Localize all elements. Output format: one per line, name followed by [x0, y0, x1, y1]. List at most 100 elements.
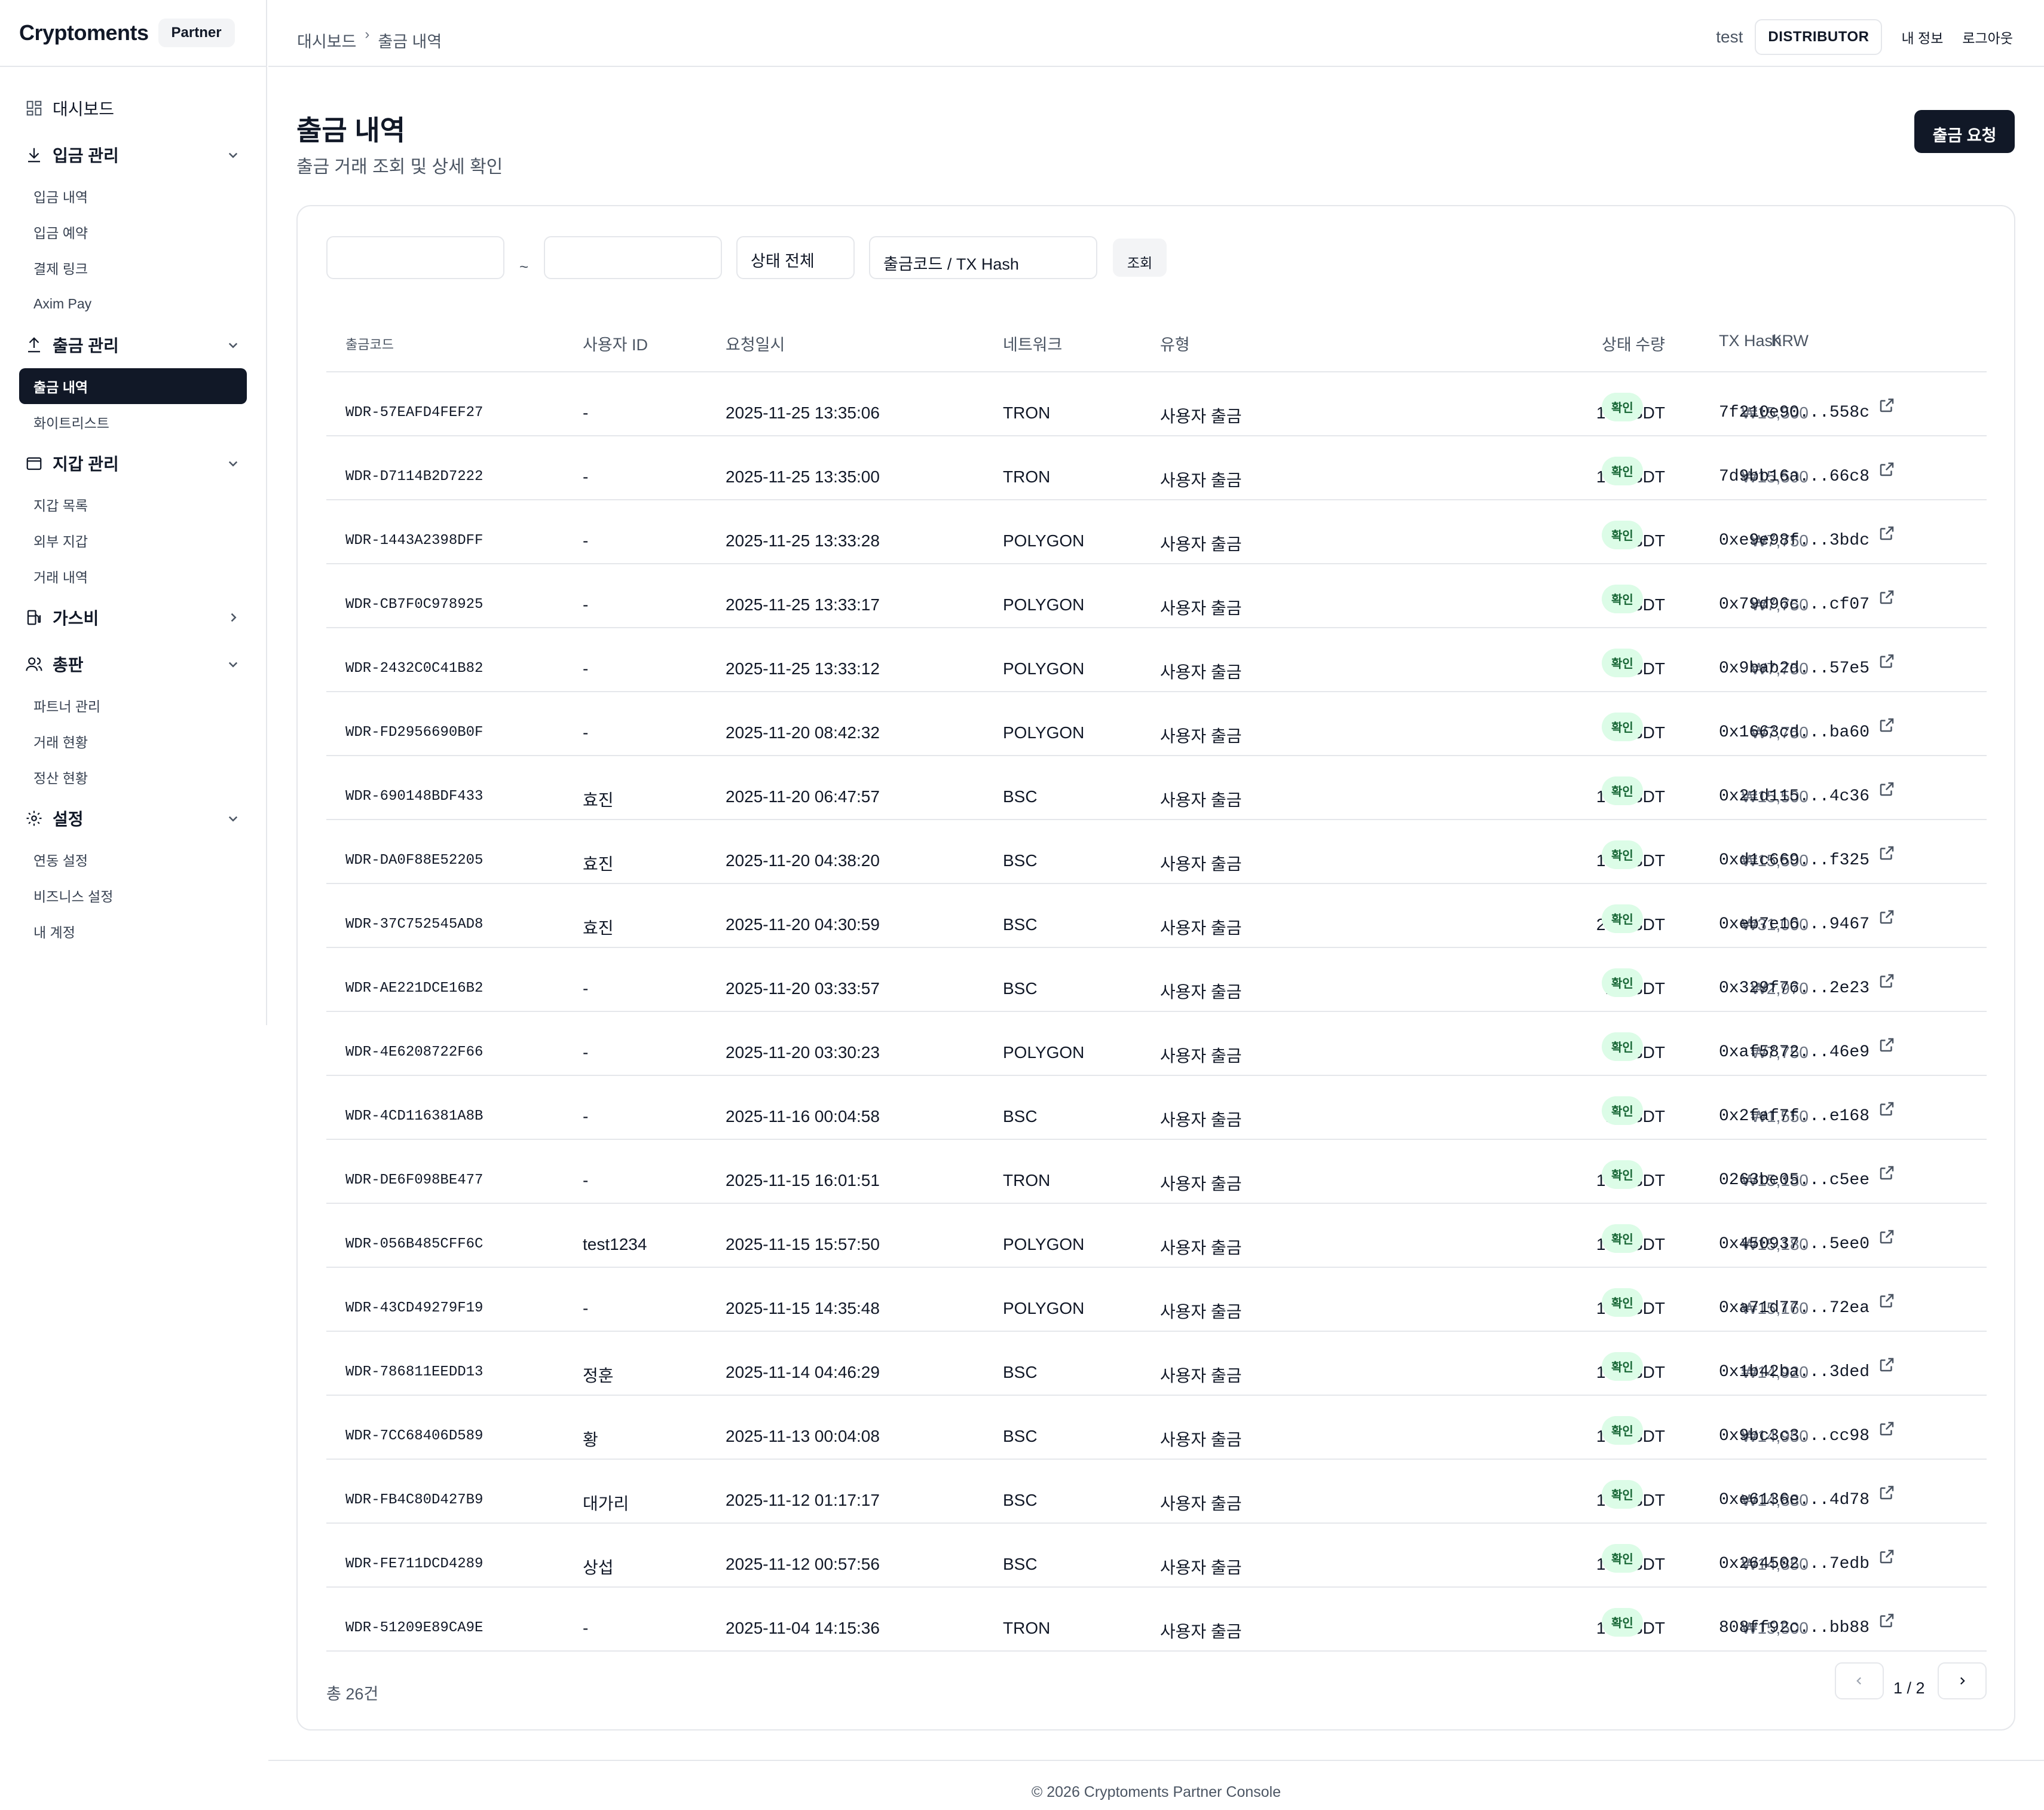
tx-hash: 0x9bab2d...57e5	[1719, 659, 1870, 678]
sidebar-item-my-account[interactable]: 내 계정	[33, 925, 75, 940]
sidebar-group-wallet[interactable]: 지갑 관리	[0, 440, 266, 487]
external-link-icon[interactable]	[1878, 1164, 1896, 1182]
network: POLYGON	[1003, 659, 1085, 678]
table-row[interactable]: WDR-690148BDF433 효진 2025-11-20 06:47:57 BSC…	[326, 756, 1987, 820]
sidebar-item-external-wallet[interactable]: 외부 지갑	[33, 534, 88, 549]
table-row[interactable]: WDR-056B485CFF6C test1234 2025-11-15 15:57…	[326, 1204, 1987, 1268]
table-row[interactable]: WDR-57EAFD4FEF27 - 2025-11-25 13:35:06 TRON…	[326, 372, 1987, 436]
network: TRON	[1003, 467, 1051, 486]
external-link-icon[interactable]	[1878, 972, 1896, 990]
request-datetime: 2025-11-04 14:15:36	[726, 1619, 880, 1637]
network: TRON	[1003, 403, 1051, 422]
sidebar-item-business-settings[interactable]: 비즈니스 설정	[33, 889, 114, 904]
prev-page-button[interactable]	[1835, 1662, 1884, 1699]
sidebar-group-settings[interactable]: 설정	[0, 795, 266, 842]
table-row[interactable]: WDR-7CC68406D589 황 2025-11-13 00:04:08 BSC 사…	[326, 1396, 1987, 1460]
start-date-input[interactable]	[326, 236, 504, 279]
table-row[interactable]: WDR-51209E89CA9E - 2025-11-04 14:15:36 TRON…	[326, 1588, 1987, 1652]
table-row[interactable]: WDR-FD2956690B0F - 2025-11-20 08:42:32 POLY…	[326, 692, 1987, 756]
sidebar-item-withdraw-history[interactable]: 출금 내역	[19, 368, 247, 404]
sidebar-group-gas[interactable]: 가스비	[0, 594, 266, 641]
table-row[interactable]: WDR-FE711DCD4289 상섭 2025-11-12 00:57:56 BSC…	[326, 1524, 1987, 1588]
external-link-icon[interactable]	[1878, 1100, 1896, 1118]
tx-hash: 0xeb7e16...9467	[1719, 915, 1870, 934]
table-row[interactable]: WDR-1443A2398DFF - 2025-11-25 13:33:28 POLY…	[326, 500, 1987, 564]
external-link-icon[interactable]	[1878, 1420, 1896, 1438]
chevron-right-icon: ›	[365, 26, 370, 42]
sidebar-item-settlement-status[interactable]: 정산 현황	[33, 771, 88, 786]
user-id: -	[583, 1619, 589, 1637]
sidebar-item-partner-management[interactable]: 파트너 관리	[33, 699, 101, 714]
breadcrumb-dashboard[interactable]: 대시보드	[297, 33, 357, 51]
table-row[interactable]: WDR-4E6208722F66 - 2025-11-20 03:30:23 POLY…	[326, 1012, 1987, 1076]
next-page-button[interactable]	[1938, 1662, 1987, 1699]
external-link-icon[interactable]	[1878, 844, 1896, 862]
withdraw-request-button[interactable]: 출금 요청	[1914, 110, 2015, 153]
table-row[interactable]: WDR-786811EEDD13 정훈 2025-11-14 04:46:29 BSC…	[326, 1332, 1987, 1396]
external-link-icon[interactable]	[1878, 652, 1896, 670]
table-row[interactable]: WDR-FB4C80D427B9 대가리 2025-11-12 01:17:17 BS…	[326, 1460, 1987, 1524]
brand: Cryptoments Partner	[0, 0, 266, 67]
sidebar-group-withdraw[interactable]: 출금 관리	[0, 322, 266, 368]
end-date-input[interactable]	[544, 236, 722, 279]
external-link-icon[interactable]	[1878, 1548, 1896, 1566]
table-row[interactable]: WDR-37C752545AD8 효진 2025-11-20 04:30:59 BSC…	[326, 884, 1987, 948]
search-input[interactable]: 출금코드 / TX Hash	[869, 236, 1097, 279]
external-link-icon[interactable]	[1878, 1356, 1896, 1374]
external-link-icon[interactable]	[1878, 460, 1896, 478]
sidebar-item-payment-link[interactable]: 결제 링크	[33, 261, 88, 277]
external-link-icon[interactable]	[1878, 1036, 1896, 1054]
external-link-icon[interactable]	[1878, 396, 1896, 414]
sidebar-item-wallet-list[interactable]: 지갑 목록	[33, 498, 88, 513]
logout-link[interactable]: 로그아웃	[1962, 30, 2013, 46]
table-row[interactable]: WDR-43CD49279F19 - 2025-11-15 14:35:48 POLY…	[326, 1268, 1987, 1332]
sidebar-item-dashboard[interactable]: 대시보드	[0, 85, 266, 132]
sidebar-group-deposit[interactable]: 입금 관리	[0, 132, 266, 178]
sidebar-item-transactions[interactable]: 거래 내역	[33, 570, 88, 585]
user-name: test	[1716, 27, 1743, 46]
external-link-icon[interactable]	[1878, 524, 1896, 542]
sidebar-item-axim-pay[interactable]: Axim Pay	[33, 295, 92, 311]
external-link-icon[interactable]	[1878, 1484, 1896, 1502]
sidebar-group-distributor[interactable]: 총판	[0, 641, 266, 687]
status-badge: 확인	[1602, 393, 1643, 421]
external-link-icon[interactable]	[1878, 716, 1896, 734]
network: BSC	[1003, 1107, 1038, 1126]
search-button[interactable]: 조회	[1113, 239, 1167, 277]
tx-hash: 0263be05...c5ee	[1719, 1171, 1870, 1190]
status-select-value: 상태 전체	[751, 252, 815, 270]
request-datetime: 2025-11-25 13:33:28	[726, 531, 880, 550]
external-link-icon[interactable]	[1878, 1292, 1896, 1310]
user-id: 효진	[583, 919, 614, 937]
network: POLYGON	[1003, 1043, 1085, 1062]
sidebar-item-deposit-reservation[interactable]: 입금 예약	[33, 225, 88, 241]
tx-hash: 0x450937...5ee0	[1719, 1235, 1870, 1253]
external-link-icon[interactable]	[1878, 780, 1896, 798]
external-link-icon[interactable]	[1878, 908, 1896, 926]
my-info-link[interactable]: 내 정보	[1901, 30, 1944, 46]
column-header-status: 상태	[1602, 336, 1632, 354]
sidebar-item-deposit-history[interactable]: 입금 내역	[33, 189, 88, 205]
table-row[interactable]: WDR-DA0F88E52205 효진 2025-11-20 04:38:20 BSC…	[326, 820, 1987, 884]
sidebar-nav: 대시보드 입금 관리 입금 내역 입금 예약 결제 링크 Axim Pay 출금…	[0, 67, 266, 949]
table-row[interactable]: WDR-D7114B2D7222 - 2025-11-25 13:35:00 TRON…	[326, 436, 1987, 500]
withdraw-type: 사용자 출금	[1160, 855, 1242, 873]
table-row[interactable]: WDR-4CD116381A8B - 2025-11-16 00:04:58 BSC 사…	[326, 1076, 1987, 1140]
table-row[interactable]: WDR-AE221DCE16B2 - 2025-11-20 03:33:57 BSC 사…	[326, 948, 1987, 1012]
external-link-icon[interactable]	[1878, 1228, 1896, 1246]
breadcrumb: 대시보드 › 출금 내역	[297, 26, 442, 52]
sidebar-item-trade-status[interactable]: 거래 현황	[33, 735, 88, 750]
table-row[interactable]: WDR-2432C0C41B82 - 2025-11-25 13:33:12 POLY…	[326, 628, 1987, 692]
user-id: -	[583, 467, 589, 486]
brand-name: Cryptoments	[19, 20, 149, 45]
column-header-krw: KRW	[1771, 332, 1809, 350]
external-link-icon[interactable]	[1878, 588, 1896, 606]
request-datetime: 2025-11-15 16:01:51	[726, 1171, 880, 1190]
status-select[interactable]: 상태 전체	[736, 236, 855, 279]
table-row[interactable]: WDR-CB7F0C978925 - 2025-11-25 13:33:17 POLY…	[326, 564, 1987, 628]
table-row[interactable]: WDR-DE6F098BE477 - 2025-11-15 16:01:51 TRON…	[326, 1140, 1987, 1204]
sidebar-item-whitelist[interactable]: 화이트리스트	[33, 415, 109, 431]
sidebar-group-label: 총판	[53, 656, 84, 674]
sidebar-item-integration-settings[interactable]: 연동 설정	[33, 853, 88, 869]
external-link-icon[interactable]	[1878, 1612, 1896, 1629]
